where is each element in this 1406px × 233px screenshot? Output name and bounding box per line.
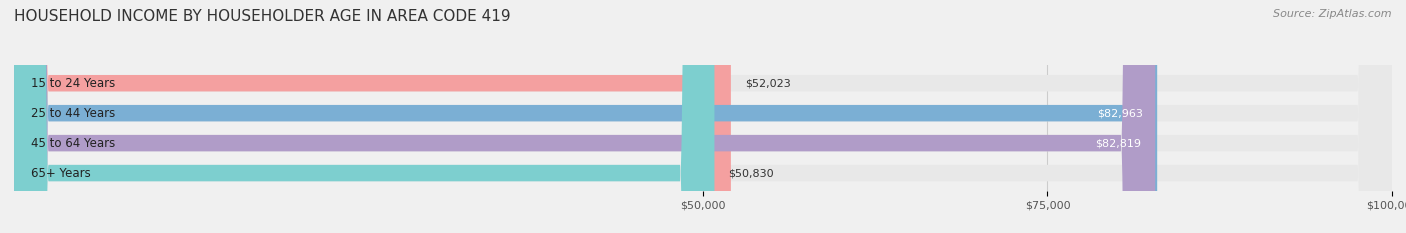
- Text: 25 to 44 Years: 25 to 44 Years: [31, 107, 115, 120]
- Text: $82,819: $82,819: [1095, 138, 1142, 148]
- FancyBboxPatch shape: [14, 0, 1392, 233]
- FancyBboxPatch shape: [14, 0, 1157, 233]
- Text: $82,963: $82,963: [1098, 108, 1143, 118]
- FancyBboxPatch shape: [14, 0, 1156, 233]
- FancyBboxPatch shape: [14, 0, 1392, 233]
- Text: 45 to 64 Years: 45 to 64 Years: [31, 137, 115, 150]
- FancyBboxPatch shape: [14, 0, 1392, 233]
- Text: $52,023: $52,023: [745, 78, 790, 88]
- FancyBboxPatch shape: [14, 0, 714, 233]
- Text: HOUSEHOLD INCOME BY HOUSEHOLDER AGE IN AREA CODE 419: HOUSEHOLD INCOME BY HOUSEHOLDER AGE IN A…: [14, 9, 510, 24]
- FancyBboxPatch shape: [14, 0, 1392, 233]
- Text: $50,830: $50,830: [728, 168, 773, 178]
- FancyBboxPatch shape: [14, 0, 731, 233]
- Text: 65+ Years: 65+ Years: [31, 167, 90, 180]
- Text: Source: ZipAtlas.com: Source: ZipAtlas.com: [1274, 9, 1392, 19]
- Text: 15 to 24 Years: 15 to 24 Years: [31, 77, 115, 90]
